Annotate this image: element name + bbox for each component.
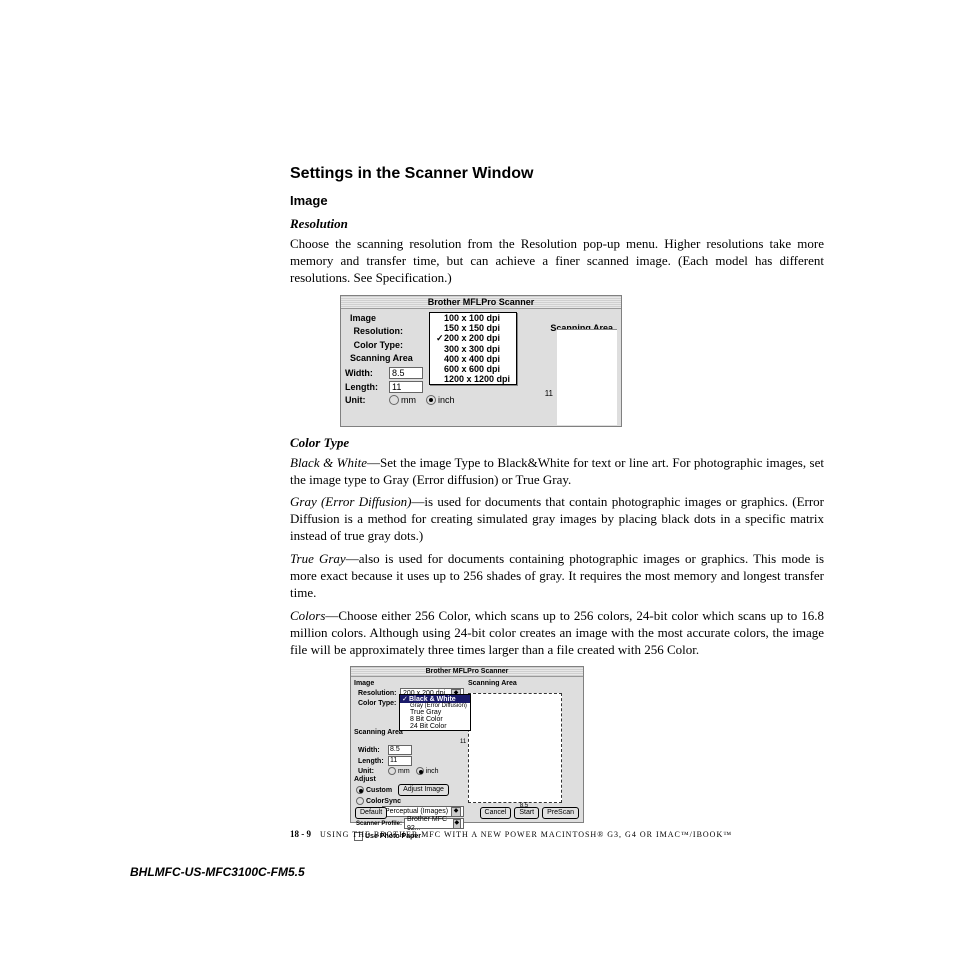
input-length-2[interactable]: 11 <box>388 756 412 766</box>
input-length[interactable]: 11 <box>389 381 423 393</box>
window-title-2: Brother MFLPro Scanner <box>351 667 583 677</box>
page-footer: 18 - 9 USING THE BROTHER MFC WITH A NEW … <box>290 829 732 839</box>
default-button[interactable]: Default <box>355 807 387 819</box>
label-length: Length: <box>345 382 389 392</box>
para-truegray: True Gray—also is used for documents con… <box>290 551 824 602</box>
scan-area-heading-2: Scanning Area <box>468 680 580 687</box>
radio-custom[interactable] <box>356 786 364 794</box>
label-colortype: Color Type: <box>345 340 407 350</box>
radio-inch[interactable] <box>426 395 436 405</box>
radio-mm-2[interactable] <box>388 767 396 775</box>
unit-mm-label: mm <box>401 395 416 405</box>
cancel-button[interactable]: Cancel <box>480 807 512 819</box>
prescan-button[interactable]: PreScan <box>542 807 579 819</box>
input-width-2[interactable]: 8.5 <box>388 745 412 755</box>
unit-inch-label: inch <box>438 395 455 405</box>
screenshot-resolution: Brother MFLPro Scanner Image Resolution:… <box>340 295 622 427</box>
label-unit-2: Unit: <box>354 768 388 775</box>
heading-resolution: Resolution <box>290 216 824 232</box>
radio-colorsync[interactable] <box>356 797 364 805</box>
scan-height-label: 11 <box>545 389 553 398</box>
scan-height-label-2: 11 <box>460 739 466 745</box>
label-resolution: Resolution: <box>345 326 407 336</box>
label-resolution-2: Resolution: <box>354 690 400 697</box>
para-bw: Black & White—Set the image Type to Blac… <box>290 455 824 489</box>
colortype-popup-menu[interactable]: ✓Black & White Gray (Error Diffusion) Tr… <box>399 694 471 731</box>
para-gray: Gray (Error Diffusion)—is used for docum… <box>290 494 824 545</box>
doc-code: BHLMFC-US-MFC3100C-FM5.5 <box>130 865 305 879</box>
label-width: Width: <box>345 368 389 378</box>
window-title: Brother MFLPro Scanner <box>341 296 621 309</box>
label-width-2: Width: <box>354 747 388 754</box>
label-colortype-2: Color Type: <box>354 700 400 707</box>
screenshot-colortype: Brother MFLPro Scanner Image Resolution:… <box>350 666 584 823</box>
scan-preview-area-2 <box>468 693 562 803</box>
group-image-2: Image <box>354 680 464 687</box>
heading-settings: Settings in the Scanner Window <box>290 165 824 183</box>
scan-preview-area <box>557 329 617 425</box>
radio-mm[interactable] <box>389 395 399 405</box>
radio-inch-2[interactable] <box>416 767 424 775</box>
heading-image: Image <box>290 193 824 208</box>
resolution-popup-menu[interactable]: 100 x 100 dpi 150 x 150 dpi ✓200 x 200 d… <box>429 312 517 385</box>
label-length-2: Length: <box>354 758 388 765</box>
group-scanarea-2: Scanning Area <box>354 729 403 736</box>
dropdown-profile[interactable]: Brother MFC 92...◆ <box>404 818 464 829</box>
group-adjust: Adjust <box>354 776 464 783</box>
para-colors: Colors—Choose either 256 Color, which sc… <box>290 608 824 659</box>
para-resolution: Choose the scanning resolution from the … <box>290 236 824 287</box>
input-width[interactable]: 8.5 <box>389 367 423 379</box>
adjust-image-button[interactable]: Adjust Image <box>398 784 449 796</box>
heading-colortype: Color Type <box>290 435 824 451</box>
start-button[interactable]: Start <box>514 807 539 819</box>
label-unit: Unit: <box>345 395 389 405</box>
